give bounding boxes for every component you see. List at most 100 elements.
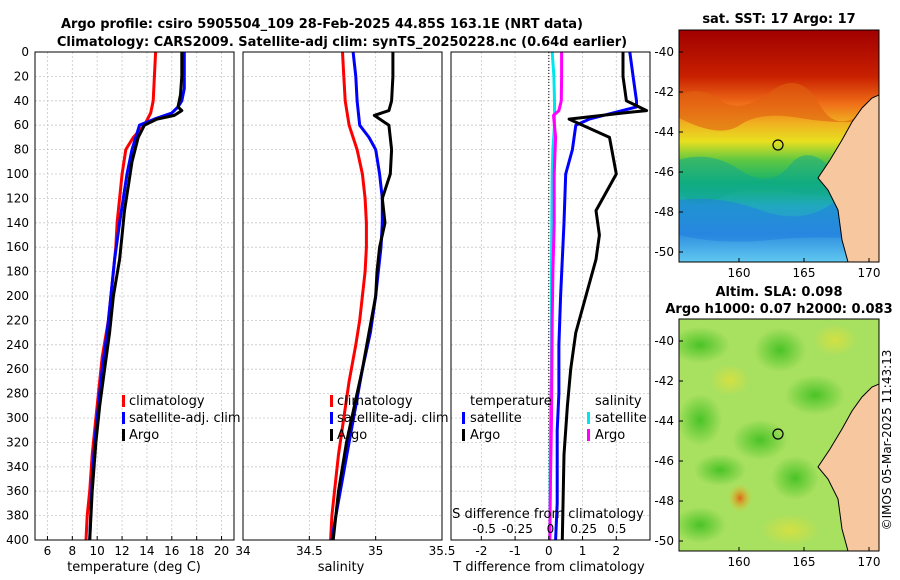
legend-swatch-t-satellite <box>462 412 465 424</box>
legend-swatch-s-satellite <box>587 412 590 424</box>
depth-tick-label: 360 <box>6 484 29 498</box>
lat-tick-label: -42 <box>654 374 674 388</box>
series-line-salinity-argo <box>548 52 564 540</box>
depth-tick-label: 260 <box>6 362 29 376</box>
depth-tick-label: 60 <box>14 118 29 132</box>
s-diff-tick-label: 0.25 <box>570 522 597 536</box>
depth-tick-label: 240 <box>6 338 29 352</box>
depth-tick-label: 120 <box>6 191 29 205</box>
series-line-climatology <box>329 52 368 540</box>
salinity-series <box>329 52 395 540</box>
salinity-legend: climatology satellite-adj. clim Argo <box>330 394 449 443</box>
s-diff-tick-label: -0.5 <box>472 522 495 536</box>
legend-swatch-argo <box>122 429 125 441</box>
series-line-argo <box>331 52 395 540</box>
legend-label-s-satellite: satellite <box>595 411 647 426</box>
sst-map <box>679 30 879 262</box>
figure-title-line2: Climatology: CARS2009. Satellite-adj cli… <box>57 35 627 50</box>
salinity-frame <box>242 51 443 541</box>
salinity-panel: 34 34.5 35 35.5 <box>235 51 456 558</box>
lat-tick-label: -40 <box>654 45 674 59</box>
sst-map-frame <box>678 29 880 263</box>
legend-title-salinity: salinity <box>595 394 642 409</box>
lon-tick-label: 165 <box>793 555 816 569</box>
figure-title-line1: Argo profile: csiro 5905504_109 28-Feb-2… <box>61 17 583 32</box>
argo-location-marker <box>772 139 784 151</box>
depth-tick-label: 340 <box>6 460 29 474</box>
legend-label-satellite: satellite-adj. clim <box>337 411 449 426</box>
x-tick-label: 1 <box>579 544 587 558</box>
depth-tick-label: 180 <box>6 265 29 279</box>
legend-swatch-satellite <box>122 412 125 424</box>
lon-tick-label: 160 <box>728 555 751 569</box>
x-tick-label: 10 <box>90 544 105 558</box>
depth-tick-label: 80 <box>14 143 29 157</box>
lon-tick-label: 170 <box>858 555 881 569</box>
x-tick-label: 34 <box>235 544 250 558</box>
legend-swatch-climatology <box>330 395 333 407</box>
legend-swatch-climatology <box>122 395 125 407</box>
temperature-legend: climatology satellite-adj. clim Argo <box>122 394 241 443</box>
lat-tick-label: -46 <box>654 454 674 468</box>
temperature-series <box>84 52 186 540</box>
depth-tick-label: 100 <box>6 167 29 181</box>
temperature-grid <box>35 51 234 541</box>
depth-tick-label: 0 <box>21 45 29 59</box>
legend-label-argo: Argo <box>337 428 367 443</box>
s-diff-tick-label: -0.25 <box>502 522 533 536</box>
x-tick-label: -2 <box>475 544 487 558</box>
temperature-frame <box>34 51 235 541</box>
legend-swatch-t-argo <box>462 429 465 441</box>
temperature-panel: 6 8 10 12 14 16 18 2002040608010012014016018020… <box>6 45 235 558</box>
lat-tick-label: -42 <box>654 85 674 99</box>
legend-label-climatology: climatology <box>337 394 413 409</box>
depth-tick-label: 400 <box>6 533 29 547</box>
lon-tick-label: 170 <box>858 266 881 280</box>
difference-legend: temperature satellite Argo salinity sate… <box>462 394 647 443</box>
series-line-argo <box>88 52 184 540</box>
depth-tick-label: 220 <box>6 313 29 327</box>
legend-swatch-argo <box>330 429 333 441</box>
temperature-xlabel: temperature (deg C) <box>67 560 201 575</box>
legend-label-s-argo: Argo <box>595 428 625 443</box>
x-tick-label: 34.5 <box>296 544 323 558</box>
imos-timestamp: ©IMOS 05-Mar-2025 11:43:13 <box>880 350 894 531</box>
depth-tick-label: 200 <box>6 289 29 303</box>
sla-map <box>679 319 879 551</box>
lat-tick-label: -48 <box>654 205 674 219</box>
lat-tick-label: -46 <box>654 165 674 179</box>
x-tick-label: 16 <box>164 544 179 558</box>
depth-tick-label: 20 <box>14 69 29 83</box>
x-tick-label: 2 <box>612 544 620 558</box>
difference-xlabel: T difference from climatology <box>452 560 645 575</box>
legend-swatch-satellite <box>330 412 333 424</box>
sst-map-axes: -40 -42 -44 -46 -48 -50 160 165 170 <box>654 45 880 280</box>
argo-location-marker-sla <box>772 428 784 440</box>
lat-tick-label: -44 <box>654 125 674 139</box>
series-line-temperature-argo <box>560 52 649 540</box>
x-tick-label: 35.5 <box>429 544 456 558</box>
lat-tick-label: -40 <box>654 334 674 348</box>
difference-panel: -2 -1 0 1 2 -0.5 -0.25 0 0.25 0.5 <box>450 51 651 558</box>
s-difference-label: S difference from climatology <box>452 507 644 522</box>
legend-label-argo: Argo <box>129 428 159 443</box>
legend-title-temperature: temperature <box>470 394 552 409</box>
x-tick-label: 6 <box>44 544 52 558</box>
x-tick-label: 14 <box>139 544 154 558</box>
depth-tick-label: 160 <box>6 240 29 254</box>
depth-tick-label: 380 <box>6 509 29 523</box>
sst-map-title: sat. SST: 17 Argo: 17 <box>702 12 855 27</box>
depth-tick-label: 140 <box>6 216 29 230</box>
x-tick-label: 18 <box>189 544 204 558</box>
lon-tick-label: 165 <box>793 266 816 280</box>
sla-map-axes: -40 -42 -44 -46 -48 -50 160 165 170 <box>654 334 880 569</box>
x-tick-label: 8 <box>68 544 76 558</box>
lon-tick-label: 160 <box>728 266 751 280</box>
lat-tick-label: -44 <box>654 414 674 428</box>
difference-series <box>548 52 649 540</box>
sla-map-title1: Altim. SLA: 0.098 <box>716 285 843 300</box>
sla-map-frame <box>678 318 880 552</box>
lat-tick-label: -50 <box>654 534 674 548</box>
sla-map-title2: Argo h1000: 0.07 h2000: 0.083 <box>665 302 892 317</box>
x-tick-label: 35 <box>368 544 383 558</box>
